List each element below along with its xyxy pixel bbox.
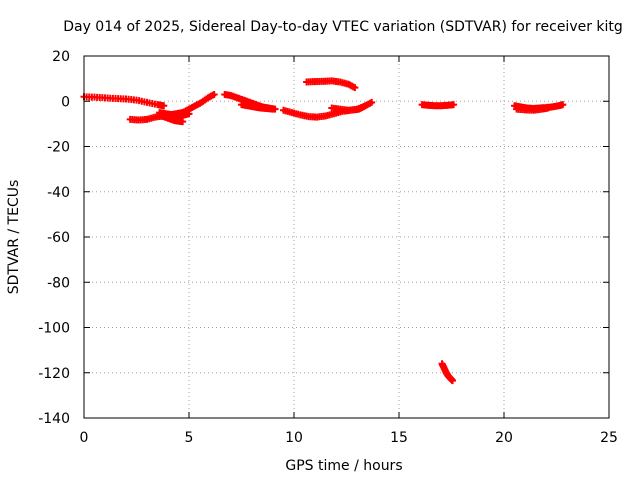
- x-tick-label: 15: [390, 430, 408, 446]
- x-tick-label: 10: [285, 430, 303, 446]
- data-point: [544, 104, 552, 112]
- chart-title: Day 014 of 2025, Sidereal Day-to-day VTE…: [63, 19, 623, 35]
- data-point: [179, 118, 187, 126]
- data-point: [160, 102, 168, 110]
- y-tick-label: -20: [47, 140, 70, 156]
- x-tick-label: 20: [495, 430, 513, 446]
- data-point: [361, 102, 369, 110]
- y-tick-label: -40: [47, 185, 70, 201]
- x-tick-label: 5: [185, 430, 194, 446]
- data-point: [368, 98, 376, 106]
- y-axis-label: SDTVAR / TECUs: [6, 180, 22, 295]
- data-point: [210, 90, 218, 98]
- plot-frame: [83, 55, 610, 419]
- x-tick-label: 25: [600, 430, 618, 446]
- data-point: [449, 377, 457, 385]
- x-tick-labels: 0 5 10 15 20 25: [80, 430, 618, 446]
- y-tick-labels: 20 0 -20 -40 -60 -80 -100 -120 -140: [38, 49, 70, 427]
- y-tick-label: 0: [61, 94, 70, 110]
- y-tick-label: -100: [38, 321, 70, 337]
- x-axis-label: GPS time / hours: [285, 458, 402, 474]
- y-tick-label: -140: [38, 411, 70, 427]
- x-tick-label: 0: [80, 430, 89, 446]
- data-point: [450, 101, 458, 109]
- data-point: [351, 84, 359, 92]
- data-point: [269, 105, 277, 113]
- data-point: [559, 101, 567, 109]
- y-tick-label: -120: [38, 366, 70, 382]
- y-tick-label: 20: [52, 49, 70, 65]
- y-tick-label: -60: [47, 230, 70, 246]
- y-tick-label: -80: [47, 275, 70, 291]
- data-points: [80, 77, 567, 385]
